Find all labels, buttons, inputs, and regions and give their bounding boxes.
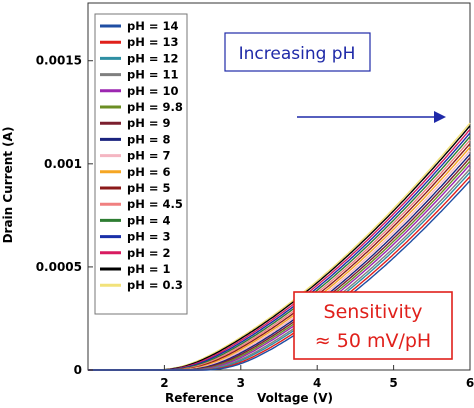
legend-label: pH = 6 bbox=[127, 165, 171, 179]
legend-label: pH = 14 bbox=[127, 19, 179, 33]
legend-label: pH = 9.8 bbox=[127, 100, 183, 114]
y-tick-label: 0.0005 bbox=[36, 260, 82, 274]
y-tick-label: 0.0015 bbox=[36, 54, 82, 68]
legend: pH = 14 pH = 13 pH = 12 pH = 11 pH = 10 pH = … bbox=[100, 19, 183, 292]
legend-label: pH = 4.5 bbox=[127, 197, 183, 211]
y-tick-label: 0 bbox=[74, 363, 82, 377]
series-line bbox=[88, 180, 471, 371]
y-tick-label: 0.001 bbox=[44, 157, 82, 171]
legend-label: pH = 12 bbox=[127, 51, 179, 65]
increasing-ph-arrowhead bbox=[434, 111, 446, 123]
legend-label: pH = 8 bbox=[127, 132, 171, 146]
legend-label: pH = 9 bbox=[127, 116, 171, 130]
legend-label: pH = 1 bbox=[127, 262, 171, 276]
x-tick-label: 2 bbox=[160, 376, 168, 390]
x-tick-label: 6 bbox=[466, 376, 474, 390]
legend-label: pH = 3 bbox=[127, 230, 171, 244]
legend-label: pH = 7 bbox=[127, 149, 171, 163]
legend-label: pH = 5 bbox=[127, 181, 171, 195]
legend-box bbox=[94, 13, 188, 315]
sensitivity-value: ≈ 50 mV/pH bbox=[315, 330, 431, 352]
x-axis-label-left: Reference bbox=[165, 391, 234, 405]
x-axis-label-right: Voltage (V) bbox=[257, 391, 333, 405]
sensitivity-label: Sensitivity bbox=[324, 301, 423, 323]
curves-layer bbox=[88, 122, 471, 371]
increasing-ph-label: Increasing pH bbox=[239, 44, 356, 64]
increasing-ph-box bbox=[224, 32, 371, 72]
sensitivity-box bbox=[293, 291, 453, 360]
x-tick-label: 5 bbox=[389, 376, 397, 390]
x-tick-label: 3 bbox=[237, 376, 245, 390]
legend-label: pH = 11 bbox=[127, 68, 179, 82]
x-tick-label: 4 bbox=[313, 376, 321, 390]
legend-label: pH = 13 bbox=[127, 35, 179, 49]
legend-label: pH = 4 bbox=[127, 213, 171, 227]
axes-layer: 2 3 4 5 6 0 0.0005 0.001 0.0015 bbox=[36, 54, 474, 390]
legend-label: pH = 2 bbox=[127, 246, 171, 260]
legend-label: pH = 0.3 bbox=[127, 278, 183, 292]
y-axis-label: Drain Current (A) bbox=[1, 127, 15, 244]
legend-label: pH = 10 bbox=[127, 84, 179, 98]
